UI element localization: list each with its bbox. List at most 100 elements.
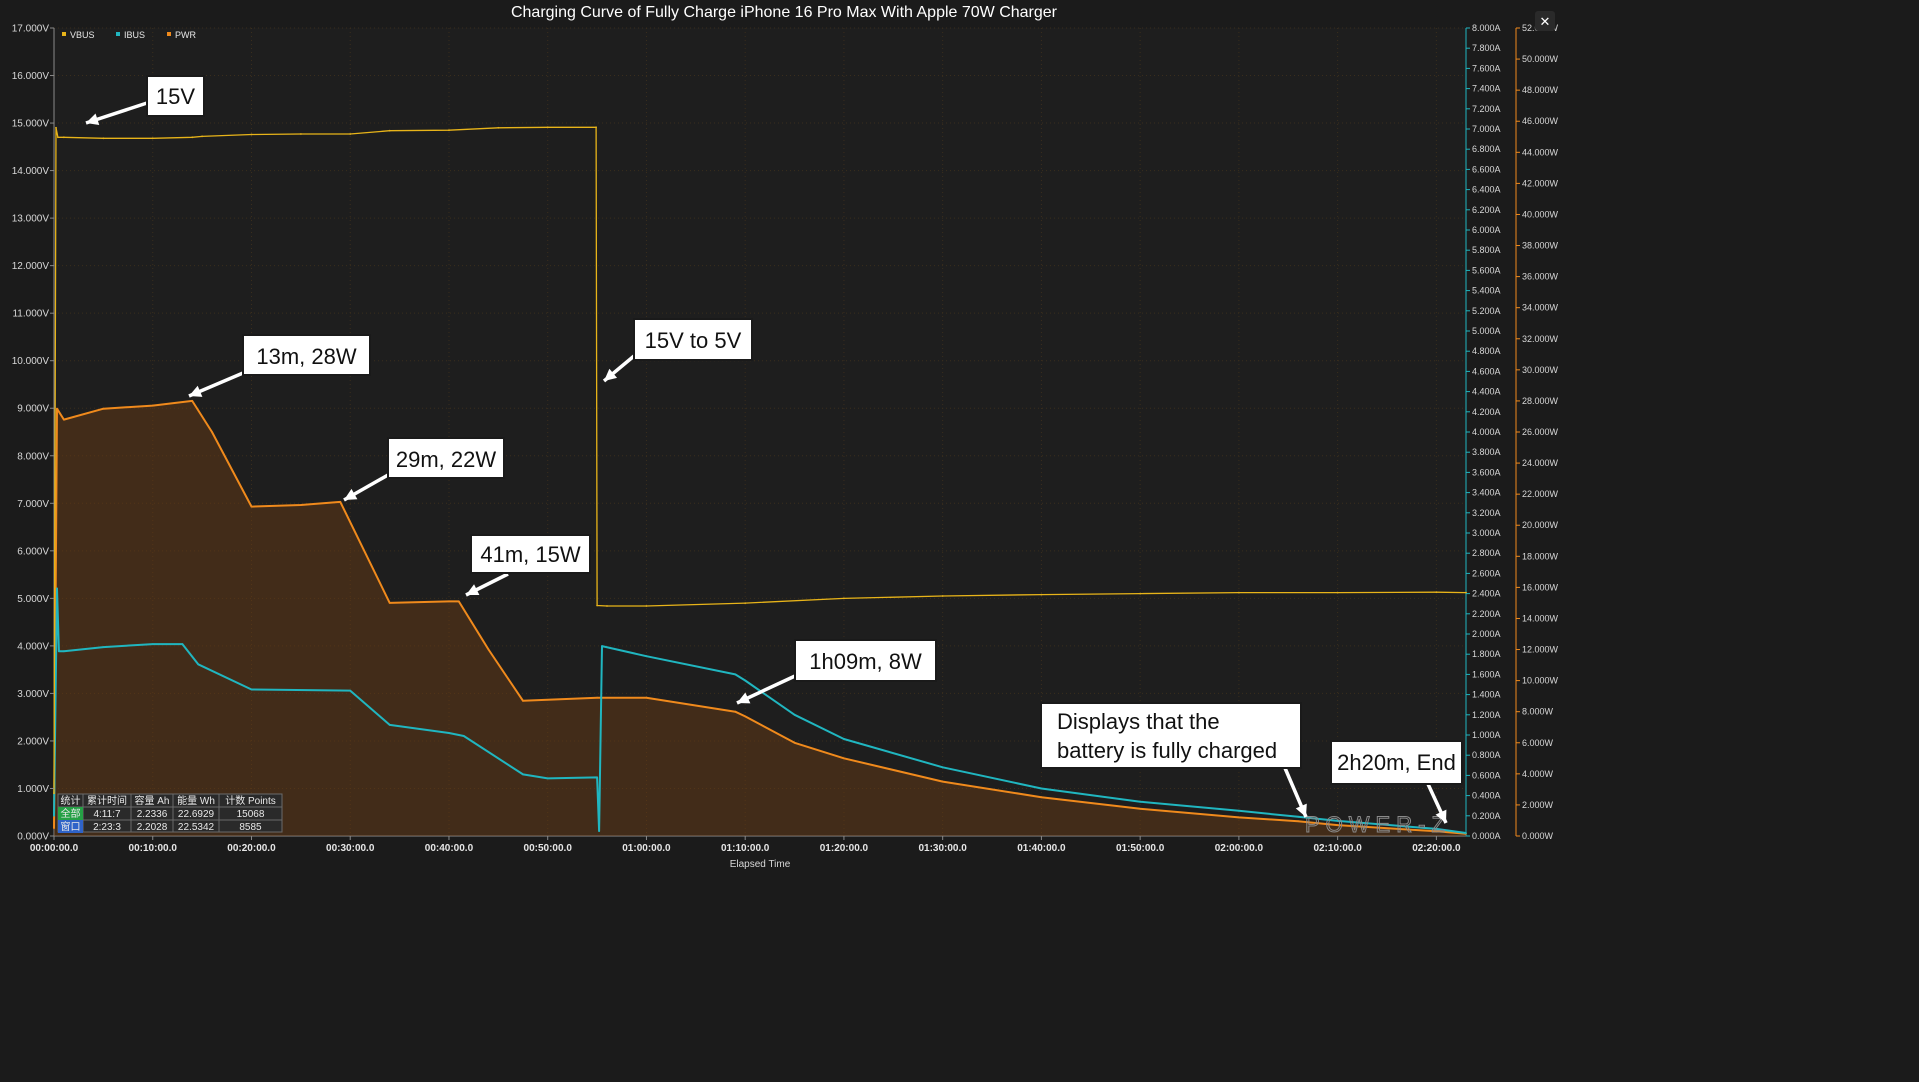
point-ibus	[1139, 800, 1142, 803]
point-pwr	[1297, 820, 1299, 823]
y-right-tick-label: 50.000W	[1522, 54, 1559, 64]
y-right-tick-label: 24.000W	[1522, 458, 1559, 468]
y-right-tick-label: 2.000W	[1522, 800, 1554, 810]
y-left-tick-label: 3.000V	[17, 689, 49, 700]
y-mid-tick-label: 3.800A	[1472, 447, 1501, 457]
legend: VBUS IBUS PWR	[62, 30, 196, 40]
point-ibus	[181, 643, 184, 645]
annotation-box	[794, 639, 937, 682]
point-ibus	[1238, 809, 1240, 812]
close-button[interactable]: ✕	[1535, 11, 1555, 31]
y-left-tick-label: 7.000V	[17, 499, 49, 510]
y-right-tick-label: 46.000W	[1522, 116, 1559, 126]
y-mid-tick-label: 4.200A	[1472, 407, 1501, 417]
annotation-arrowhead	[189, 385, 203, 397]
point-ibus	[1297, 815, 1299, 818]
point-pwr	[1336, 824, 1339, 826]
point-ibus	[250, 688, 253, 691]
y-mid-tick-label: 1.600A	[1472, 669, 1501, 679]
y-mid-tick-label: 5.800A	[1472, 245, 1501, 255]
legend-label: PWR	[175, 30, 196, 40]
y-mid-tick-label: 5.600A	[1472, 265, 1501, 275]
point-vbus	[191, 136, 194, 139]
y-mid-tick-label: 6.800A	[1472, 144, 1501, 154]
y-mid-tick-label: 5.200A	[1472, 306, 1501, 316]
x-tick-label: 00:00:00.0	[30, 843, 79, 854]
annotation-label: 13m, 28W	[256, 344, 356, 369]
y-left-tick-label: 11.000V	[12, 309, 49, 320]
y-right-tick-label: 22.000W	[1522, 489, 1559, 499]
y-mid-tick-label: 0.600A	[1472, 770, 1501, 780]
y-mid-tick-label: 3.000A	[1472, 528, 1501, 538]
y-mid-tick-label: 0.400A	[1472, 791, 1501, 801]
y-right-tick-label: 42.000W	[1522, 178, 1559, 188]
y-mid-tick-label: 1.200A	[1472, 710, 1501, 720]
y-mid-tick-label: 3.200A	[1472, 508, 1501, 518]
legend-label: VBUS	[70, 30, 95, 40]
x-axis-label: Elapsed Time	[730, 859, 791, 870]
y-mid-tick-label: 0.000A	[1472, 831, 1501, 841]
point-pwr	[734, 710, 737, 713]
y-mid-tick-label: 4.400A	[1472, 387, 1501, 397]
point-vbus	[497, 126, 500, 129]
stats-cell: 窗口	[61, 820, 81, 833]
y-right-tick-label: 48.000W	[1522, 85, 1559, 95]
stats-header: 统计	[61, 794, 81, 807]
y-left-tick-label: 14.000V	[12, 166, 50, 177]
point-pwr	[56, 407, 58, 410]
point-pwr	[211, 431, 213, 433]
point-pwr	[645, 696, 648, 699]
point-pwr	[457, 600, 460, 603]
y-right-tick-label: 4.000W	[1522, 769, 1554, 779]
stats-row-swatch	[58, 820, 83, 833]
annotation-arrowhead	[737, 692, 751, 704]
point-ibus	[522, 773, 524, 776]
y-mid-tick-label: 1.000A	[1472, 730, 1501, 740]
stats-cell: 2.2336	[137, 809, 168, 820]
annotation-arrowhead	[344, 488, 358, 500]
series-line-vbus	[53, 126, 1467, 794]
point-ibus	[793, 713, 796, 716]
chart-title: Charging Curve of Fully Charge iPhone 16…	[511, 4, 1058, 21]
annotation-arrowhead	[1435, 809, 1447, 823]
x-tick-label: 01:20:00.0	[820, 843, 869, 854]
y-mid-tick-label: 2.000A	[1472, 629, 1501, 639]
point-ibus	[601, 645, 603, 647]
x-tick-label: 00:50:00.0	[524, 843, 573, 854]
y-right-tick-label: 12.000W	[1522, 645, 1559, 655]
y-left-tick-label: 12.000V	[12, 261, 50, 272]
annotation-box	[146, 75, 205, 117]
y-left-tick-label: 1.000V	[17, 784, 49, 795]
legend-swatch	[167, 32, 171, 36]
y-right-tick-label: 8.000W	[1522, 707, 1554, 717]
annotation-label: 15V to 5V	[645, 328, 742, 353]
point-vbus	[53, 792, 55, 795]
annotation-label: 1h09m, 8W	[809, 649, 922, 674]
stats-cell: 4:11:7	[93, 809, 120, 820]
point-vbus	[201, 135, 204, 138]
point-vbus	[63, 136, 65, 139]
y-left-tick-label: 10.000V	[12, 356, 50, 367]
y-mid-tick-label: 3.600A	[1472, 467, 1501, 477]
annotation-label: 15V	[156, 84, 195, 109]
stats-cell: 8585	[239, 822, 262, 833]
y-left-tick-label: 5.000V	[17, 594, 49, 605]
point-vbus	[349, 133, 352, 135]
close-icon[interactable]: ✕	[1540, 15, 1551, 30]
point-vbus	[744, 602, 747, 604]
annotation-arrowhead	[86, 113, 100, 125]
point-ibus	[744, 679, 747, 682]
stats-header: 累计时间	[87, 794, 127, 807]
point-ibus	[349, 689, 352, 692]
y-mid-tick-label: 6.600A	[1472, 164, 1501, 174]
y-mid-tick-label: 3.400A	[1472, 488, 1501, 498]
point-ibus	[151, 643, 154, 645]
y-right-tick-label: 14.000W	[1522, 613, 1559, 623]
point-ibus	[56, 587, 58, 590]
y-mid-tick-label: 2.800A	[1472, 548, 1501, 558]
y-mid-tick-label: 2.400A	[1472, 589, 1501, 599]
point-pwr	[388, 602, 391, 604]
x-tick-label: 00:40:00.0	[425, 843, 474, 854]
annotations-layer: 15V 13m, 28W 29m, 22W 41m, 15W 15V to 5V 1h09…	[85, 75, 1463, 824]
stats-cell: 15068	[237, 809, 265, 820]
